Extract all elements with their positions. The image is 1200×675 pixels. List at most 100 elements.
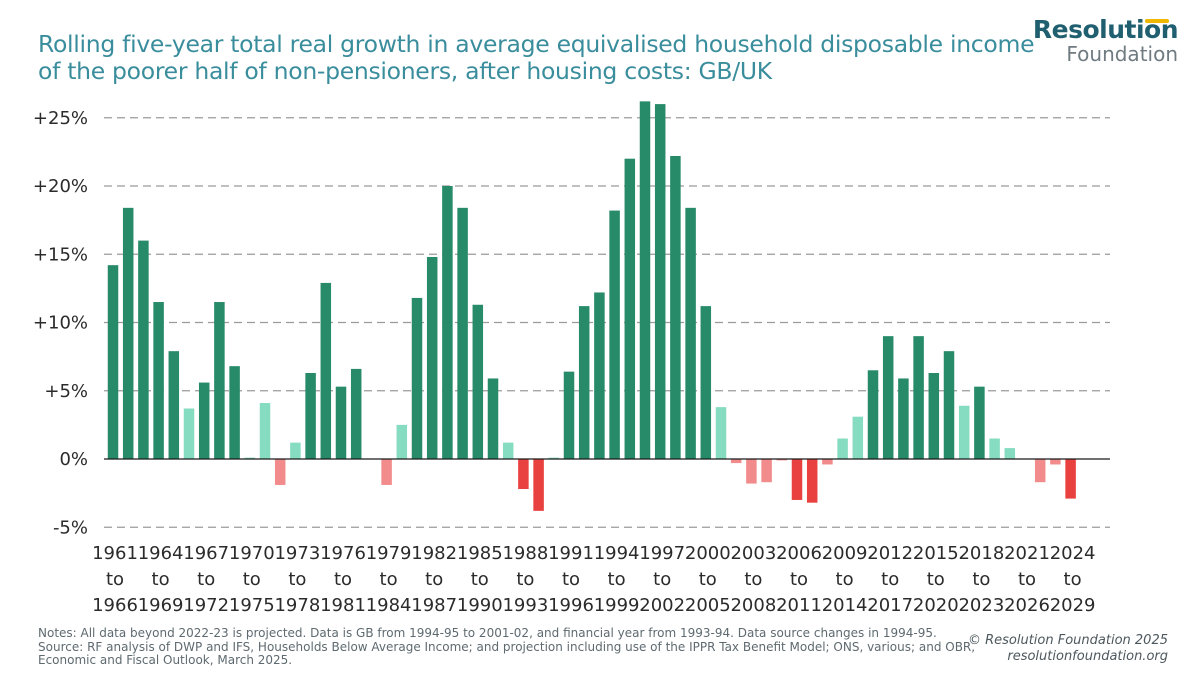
x-tick-label-end: 2020 — [913, 595, 959, 616]
x-tick-label-end: 1987 — [411, 595, 457, 616]
bar-1969 — [229, 366, 240, 459]
x-tick-label-start: 1976 — [320, 543, 366, 564]
bar-1999 — [685, 207, 696, 459]
bar-2008 — [822, 459, 833, 465]
logo-accent-mark — [1145, 19, 1169, 23]
bar-2019 — [989, 438, 1000, 459]
x-tick-label-to: to — [380, 569, 398, 590]
y-tick-label: +15% — [33, 244, 88, 265]
x-tick-label-start: 2000 — [685, 543, 731, 564]
x-tick-label-end: 1999 — [594, 595, 640, 616]
logo-wordmark-bottom: Foundation — [1066, 42, 1178, 66]
x-tick-label-end: 2002 — [639, 595, 685, 616]
x-tick-label-to: to — [699, 569, 717, 590]
bar-1963 — [138, 240, 149, 459]
x-tick-label-to: to — [881, 569, 899, 590]
chart-title: Rolling five-year total real growth in a… — [38, 30, 1035, 85]
x-tick-label-to: to — [972, 569, 990, 590]
x-tick-label-to: to — [927, 569, 945, 590]
x-tick-label-end: 1972 — [183, 595, 229, 616]
bar-2020 — [1004, 448, 1016, 459]
x-tick-label-to: to — [243, 569, 261, 590]
x-tick-label-start: 1985 — [457, 543, 503, 564]
bar-2014 — [913, 336, 924, 459]
bar-1993 — [594, 292, 605, 459]
bar-1995 — [624, 158, 636, 459]
bar-2022 — [1034, 459, 1046, 483]
bar-2016 — [943, 351, 955, 459]
x-tick-label-to: to — [516, 569, 534, 590]
website-link[interactable]: resolutionfoundation.org — [1007, 649, 1168, 664]
bar-1976 — [335, 386, 347, 459]
y-tick-label: +25% — [33, 108, 88, 129]
bar-2024 — [1065, 459, 1076, 499]
x-tick-label-to: to — [106, 569, 124, 590]
x-tick-label-start: 2015 — [913, 543, 959, 564]
x-tick-label-to: to — [562, 569, 580, 590]
bar-1964 — [153, 302, 164, 459]
x-tick-label-start: 1964 — [138, 543, 184, 564]
x-tick-label-to: to — [425, 569, 443, 590]
x-tick-label-end: 1978 — [274, 595, 320, 616]
x-tick-label-end: 2029 — [1050, 595, 1096, 616]
bar-1981 — [411, 297, 423, 459]
y-tick-label: 0% — [59, 449, 88, 470]
brand-logo: Resolution Foundation — [1033, 17, 1179, 66]
bar-2002 — [730, 459, 742, 464]
x-tick-label-to: to — [653, 569, 671, 590]
x-tick-label-end: 1993 — [502, 595, 548, 616]
bar-1971 — [259, 403, 271, 459]
bar-1983 — [442, 186, 453, 459]
x-tick-label-start: 2024 — [1050, 543, 1096, 564]
x-tick-label-to: to — [744, 569, 762, 590]
x-tick-label-to: to — [197, 569, 215, 590]
y-tick-label: -5% — [53, 517, 88, 538]
x-tick-label-start: 1982 — [411, 543, 457, 564]
x-tick-label-start: 2006 — [776, 543, 822, 564]
bar-1965 — [168, 351, 180, 459]
x-tick-label-end: 1984 — [366, 595, 412, 616]
bar-2001 — [715, 407, 727, 459]
x-tick-label-to: to — [334, 569, 352, 590]
bar-2004 — [761, 459, 772, 483]
bar-1989 — [533, 459, 544, 511]
bar-2006 — [791, 459, 803, 500]
x-tick-label-start: 1991 — [548, 543, 594, 564]
x-tick-label-start: 1979 — [366, 543, 412, 564]
x-tick-label-start: 1997 — [639, 543, 685, 564]
bar-1973 — [290, 442, 301, 459]
x-tick-label-to: to — [790, 569, 808, 590]
bar-1974 — [305, 373, 316, 459]
x-tick-label-end: 2008 — [730, 595, 776, 616]
x-tick-label-to: to — [836, 569, 854, 590]
x-tick-label-end: 1969 — [138, 595, 184, 616]
x-tick-label-start: 2003 — [730, 543, 776, 564]
bar-2017 — [958, 405, 970, 459]
y-tick-label: +5% — [44, 381, 88, 402]
bar-1997 — [654, 104, 666, 459]
bar-1991 — [563, 371, 575, 459]
bar-2015 — [928, 373, 940, 459]
bar-2007 — [806, 459, 818, 503]
bar-2000 — [700, 306, 712, 459]
x-tick-label-start: 1970 — [229, 543, 275, 564]
bar-1979 — [381, 459, 392, 485]
bar-2010 — [852, 416, 864, 459]
bar-1985 — [472, 304, 484, 459]
bar-1970 — [244, 457, 256, 459]
bar-1994 — [609, 210, 620, 459]
y-tick-label: +20% — [33, 176, 88, 197]
bar-1962 — [122, 207, 134, 459]
y-tick-label: +10% — [33, 313, 88, 334]
bar-2003 — [746, 459, 757, 484]
bar-1987 — [502, 442, 514, 459]
bar-1990 — [548, 457, 560, 459]
copyright-text: © Resolution Foundation 2025 — [967, 633, 1168, 648]
bar-1996 — [639, 101, 651, 460]
x-tick-label-start: 2009 — [822, 543, 868, 564]
source-text: Source: RF analysis of DWP and IFS, Hous… — [38, 639, 976, 667]
bar-1961 — [107, 265, 119, 459]
credit-block: © Resolution Foundation 2025 resolutionf… — [968, 633, 1168, 665]
bar-2013 — [898, 378, 909, 459]
